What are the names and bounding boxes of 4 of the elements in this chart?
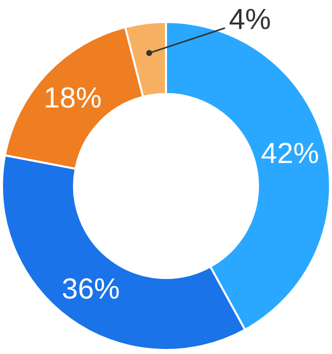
data-label: 42% [260,138,319,170]
data-label: 4% [229,4,271,36]
data-label: 36% [62,274,120,306]
data-label: 18% [44,82,102,114]
